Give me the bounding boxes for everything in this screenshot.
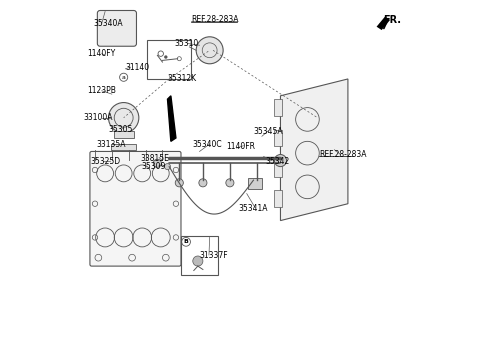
Text: 31337F: 31337F — [200, 252, 228, 260]
Text: 35340C: 35340C — [193, 140, 222, 149]
Circle shape — [164, 55, 168, 59]
Circle shape — [253, 179, 261, 187]
Bar — [181, 236, 218, 274]
Text: 1140FY: 1140FY — [87, 49, 116, 58]
Circle shape — [175, 179, 183, 187]
Bar — [249, 178, 262, 189]
Text: 35340A: 35340A — [93, 19, 123, 28]
Text: 35312K: 35312K — [168, 74, 197, 83]
Circle shape — [193, 256, 203, 266]
Circle shape — [108, 103, 139, 133]
Text: 35345A: 35345A — [253, 127, 283, 136]
Text: 35342: 35342 — [265, 157, 289, 166]
Bar — [111, 144, 136, 150]
Text: 33135A: 33135A — [96, 140, 126, 149]
Text: 33815E: 33815E — [141, 154, 169, 163]
Text: REF.28-283A: REF.28-283A — [319, 150, 367, 159]
Text: FR.: FR. — [384, 15, 401, 25]
FancyBboxPatch shape — [97, 11, 136, 46]
Polygon shape — [168, 96, 176, 141]
Text: 1140FR: 1140FR — [227, 142, 255, 151]
Circle shape — [196, 37, 223, 64]
Text: 35310: 35310 — [174, 39, 199, 48]
Circle shape — [199, 179, 207, 187]
Circle shape — [275, 154, 287, 167]
Bar — [274, 130, 282, 147]
Text: 1123PB: 1123PB — [87, 86, 117, 95]
Text: a: a — [122, 75, 126, 80]
Bar — [274, 160, 282, 177]
Text: B: B — [184, 239, 189, 244]
Bar — [114, 131, 134, 138]
Text: 35305: 35305 — [108, 125, 133, 134]
Bar — [274, 190, 282, 207]
Bar — [147, 40, 191, 79]
Circle shape — [153, 159, 161, 167]
FancyBboxPatch shape — [90, 151, 181, 266]
Circle shape — [226, 179, 234, 187]
Text: 35309: 35309 — [142, 162, 166, 171]
Text: 35325D: 35325D — [90, 157, 120, 166]
Text: 31140: 31140 — [125, 63, 149, 72]
Text: REF.28-283A: REF.28-283A — [191, 15, 239, 24]
Text: 35341A: 35341A — [238, 204, 268, 213]
Polygon shape — [280, 79, 348, 221]
Polygon shape — [377, 17, 390, 30]
Bar — [274, 99, 282, 116]
Circle shape — [165, 164, 170, 170]
Text: 33100A: 33100A — [83, 113, 113, 122]
